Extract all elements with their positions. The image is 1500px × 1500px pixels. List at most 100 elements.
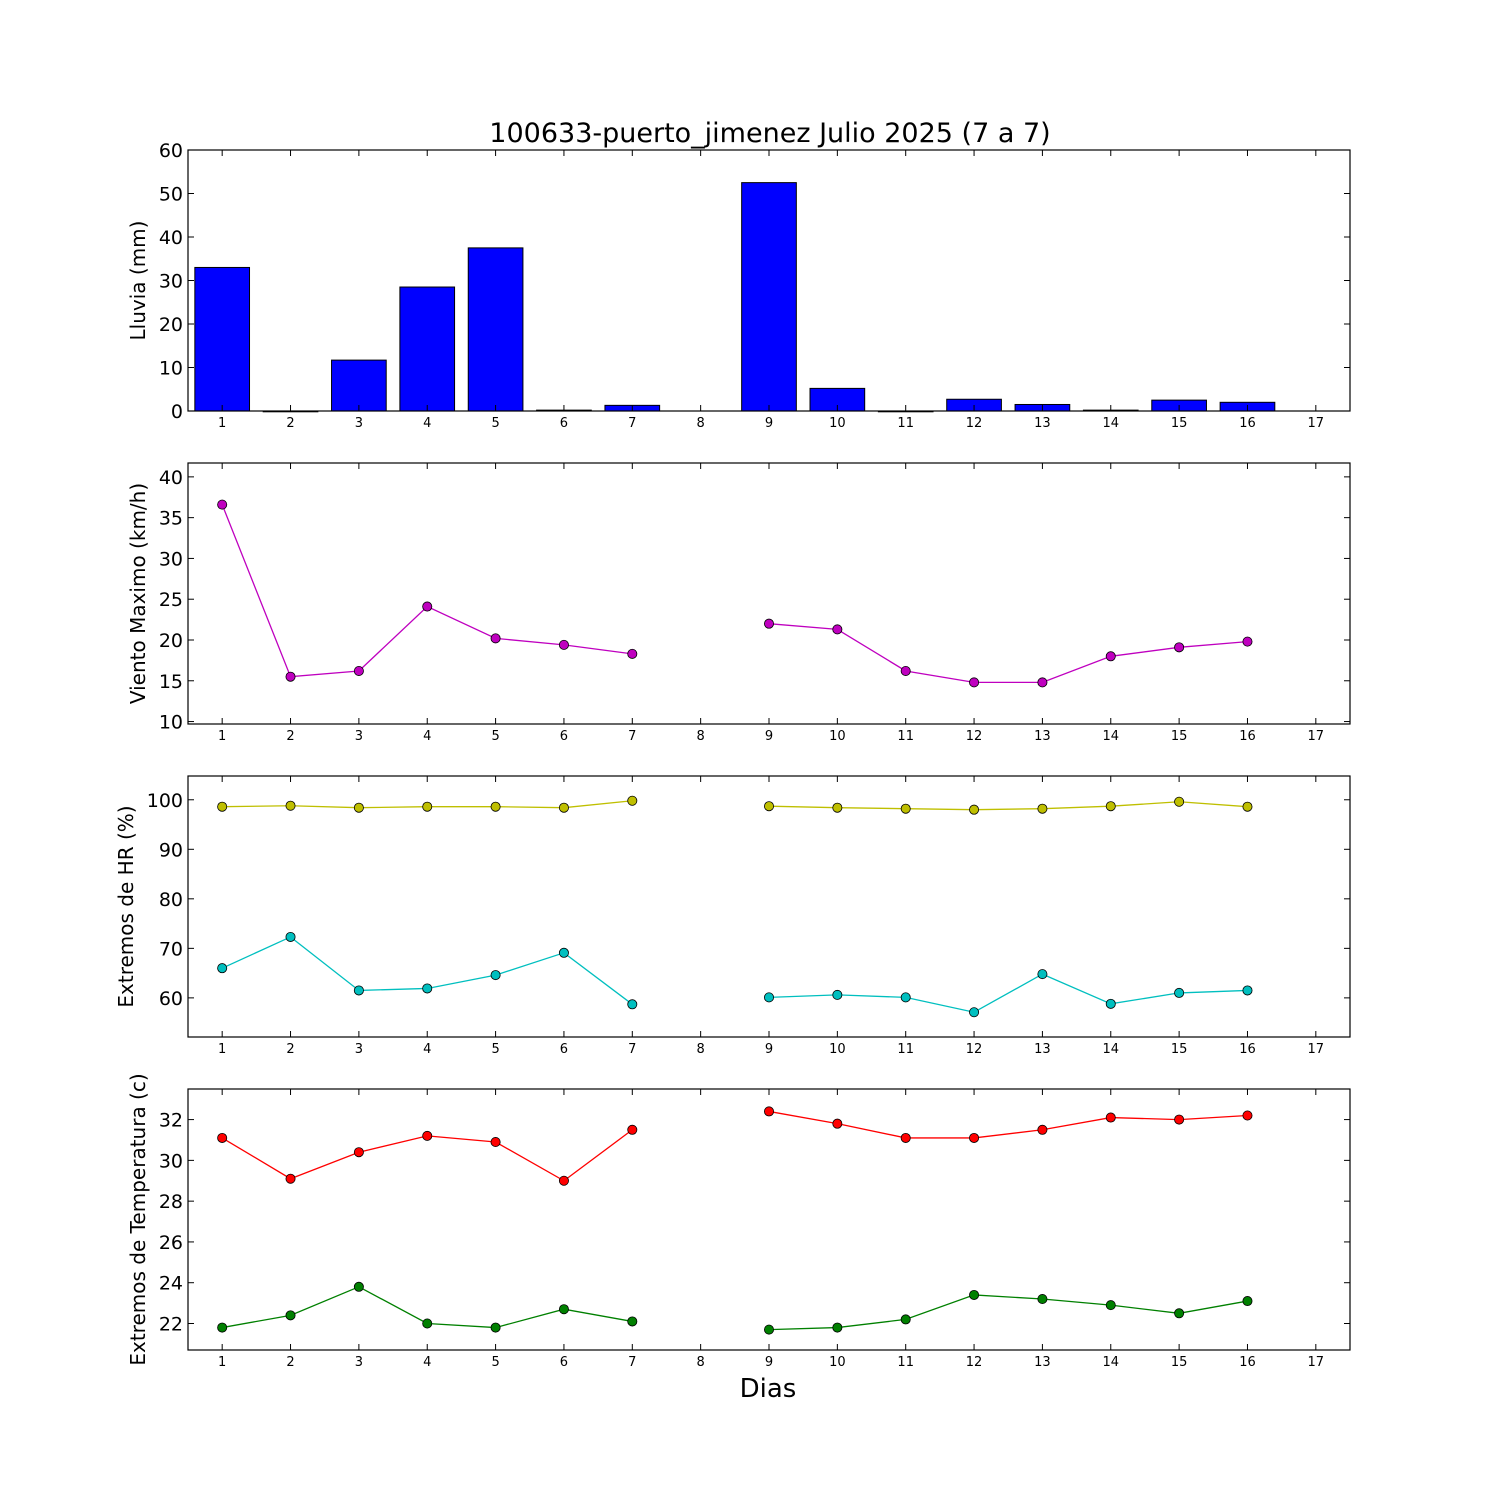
xtick-label: 12 [966,1042,983,1057]
point-hr-series-1-day-11 [900,803,911,814]
line-hr-series-2-segment-2 [768,973,1248,1013]
xtick-label: 4 [423,729,431,744]
point-hr-series-1-day-3 [353,802,364,813]
ytick-label: 28 [159,1191,183,1213]
point-temperatura-series-2-day-6 [558,1304,569,1315]
xtick-label: 17 [1308,416,1325,431]
point-temperatura-series-2-day-10 [832,1322,843,1333]
y-axis-label-viento: Viento Maximo (km/h) [126,483,150,704]
point-viento-series-1-day-6 [558,639,569,650]
line-viento-series-1-segment-1 [221,504,633,678]
ytick-label: 40 [159,467,183,489]
point-temperatura-series-2-day-5 [490,1322,501,1333]
point-temperatura-series-1-day-16 [1242,1110,1253,1121]
ytick-label: 32 [159,1110,183,1132]
xtick-label: 15 [1171,1042,1188,1057]
line-temperatura-series-2-segment-2 [768,1294,1248,1331]
x-axis-label: Dias [740,1374,797,1404]
xtick-label: 13 [1034,1042,1051,1057]
bar-lluvia-day-4 [399,286,456,412]
xtick-label: 5 [491,1355,499,1370]
point-hr-series-1-day-10 [832,802,843,813]
point-temperatura-series-2-day-9 [764,1324,775,1335]
xtick-label: 11 [897,416,914,431]
xtick-label: 12 [966,729,983,744]
point-hr-series-2-day-7 [627,999,638,1010]
point-viento-series-1-day-14 [1105,651,1116,662]
xtick-label: 8 [697,1355,705,1370]
point-viento-series-1-day-13 [1037,677,1048,688]
ytick-label: 30 [159,271,183,293]
point-hr-series-2-day-10 [832,989,843,1000]
xtick-label: 4 [423,416,431,431]
xtick-label: 8 [697,416,705,431]
point-hr-series-1-day-6 [558,802,569,813]
point-temperatura-series-1-day-12 [969,1132,980,1143]
ytick-label: 100 [147,790,183,812]
xtick-label: 14 [1102,416,1119,431]
xtick-label: 14 [1102,1042,1119,1057]
point-hr-series-2-day-15 [1174,987,1185,998]
point-viento-series-1-day-15 [1174,642,1185,653]
xtick-label: 10 [829,1355,846,1370]
point-temperatura-series-1-day-5 [490,1137,501,1148]
point-hr-series-1-day-2 [285,800,296,811]
xtick-label: 12 [966,1355,983,1370]
y-axis-label-temperatura: Extremos de Temperatura (c) [126,1073,150,1365]
point-hr-series-2-day-5 [490,970,501,981]
xtick-label: 17 [1308,1355,1325,1370]
xtick-label: 9 [765,729,773,744]
xtick-label: 10 [829,1042,846,1057]
ytick-label: 35 [159,508,183,530]
xtick-label: 6 [560,729,568,744]
ytick-label: 30 [159,1150,183,1172]
figure-title: 100633-puerto_jimenez Julio 2025 (7 a 7) [489,118,1050,149]
xtick-label: 16 [1239,1042,1256,1057]
ytick-label: 15 [159,671,183,693]
xtick-label: 3 [355,729,363,744]
xtick-label: 10 [829,729,846,744]
xtick-label: 4 [423,1355,431,1370]
xtick-label: 7 [628,416,636,431]
point-temperatura-series-2-day-11 [900,1314,911,1325]
ytick-label: 0 [171,401,183,423]
point-temperatura-series-1-day-6 [558,1175,569,1186]
xtick-label: 17 [1308,729,1325,744]
point-viento-series-1-day-4 [422,601,433,612]
point-hr-series-1-day-13 [1037,803,1048,814]
xtick-label: 14 [1102,729,1119,744]
point-hr-series-2-day-12 [969,1007,980,1018]
xtick-label: 5 [491,1042,499,1057]
point-hr-series-2-day-16 [1242,985,1253,996]
point-temperatura-series-2-day-12 [969,1289,980,1300]
point-hr-series-2-day-6 [558,947,569,958]
point-temperatura-series-2-day-7 [627,1316,638,1327]
xtick-label: 16 [1239,416,1256,431]
ytick-label: 20 [159,314,183,336]
xtick-label: 16 [1239,729,1256,744]
xtick-label: 15 [1171,729,1188,744]
xtick-label: 15 [1171,1355,1188,1370]
point-temperatura-series-1-day-2 [285,1173,296,1184]
point-hr-series-1-day-4 [422,801,433,812]
ytick-label: 30 [159,548,183,570]
xtick-label: 7 [628,1042,636,1057]
ytick-label: 10 [159,358,183,380]
ytick-label: 26 [159,1232,183,1254]
ytick-label: 20 [159,630,183,652]
ytick-label: 70 [159,938,183,960]
xtick-label: 3 [355,416,363,431]
point-hr-series-1-day-12 [969,804,980,815]
point-hr-series-1-day-5 [490,801,501,812]
point-temperatura-series-1-day-7 [627,1124,638,1135]
point-temperatura-series-2-day-3 [353,1281,364,1292]
xtick-label: 1 [218,1355,226,1370]
point-viento-series-1-day-9 [764,618,775,629]
xtick-label: 6 [560,1042,568,1057]
xtick-label: 5 [491,416,499,431]
xtick-label: 1 [218,1042,226,1057]
xtick-label: 10 [829,416,846,431]
plot-frame-viento [187,462,1351,725]
